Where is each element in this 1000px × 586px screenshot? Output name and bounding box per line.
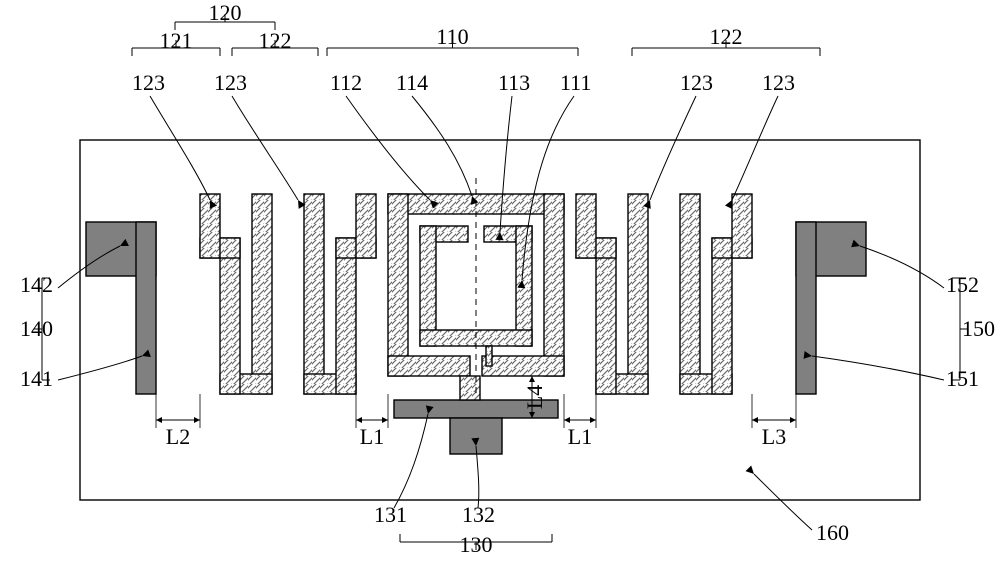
leader-c151	[812, 356, 944, 380]
outer-bot-r	[482, 356, 564, 376]
leader-c112	[346, 96, 430, 200]
diagram-canvas: L1 L1 L2 L3 L4 110 120 121 122 122 140 150 130 123 1…	[0, 0, 1000, 586]
callout-label-c132: 132	[462, 502, 495, 527]
inner-left	[420, 226, 436, 346]
outer-bot-l	[388, 356, 470, 376]
leader-c141	[58, 356, 142, 380]
leg-li	[486, 346, 492, 366]
callout-label-c141: 141	[20, 366, 53, 391]
m2-v1	[304, 194, 324, 394]
bracket-label-b121: 121	[160, 28, 193, 53]
callout-label-c123b: 123	[214, 70, 247, 95]
leader-c123b	[232, 96, 298, 200]
callout-label-c111: 111	[560, 70, 591, 95]
dim-label-L3: L3	[762, 424, 786, 449]
callout-label-c114: 114	[396, 70, 428, 95]
callout-label-c142: 142	[20, 272, 53, 297]
leader-c160	[754, 474, 812, 530]
m2-v2	[336, 238, 356, 394]
m4-v3	[576, 194, 596, 258]
dim-label-L1a: L1	[360, 424, 384, 449]
leader-c131	[394, 414, 428, 508]
m3-v3	[732, 194, 752, 258]
leg-right	[796, 222, 816, 394]
callout-label-c151: 151	[946, 366, 979, 391]
outer-right	[544, 194, 564, 376]
m3-v2	[712, 238, 732, 394]
m1-v2	[220, 238, 240, 394]
m4-v1	[628, 194, 648, 394]
bracket-label-b130: 130	[460, 532, 493, 557]
callout-label-c152: 152	[946, 272, 979, 297]
leader-c152	[860, 246, 944, 288]
m3-v1	[680, 194, 700, 394]
m1-v1	[252, 194, 272, 394]
leader-c132	[476, 446, 479, 508]
bracket-label-b122r: 122	[710, 24, 743, 49]
dim-label-L4: L4	[522, 385, 547, 409]
bracket-label-b140: 140	[20, 316, 53, 341]
dim-label-L1b: L1	[568, 424, 592, 449]
bracket-label-b122l: 122	[259, 28, 292, 53]
leader-c114	[412, 96, 472, 196]
callout-label-c123d: 123	[762, 70, 795, 95]
callout-label-c123a: 123	[132, 70, 165, 95]
callout-label-c160: 160	[816, 520, 849, 545]
callout-label-c112: 112	[330, 70, 362, 95]
leg-lo	[460, 376, 480, 400]
leader-c123d	[732, 96, 778, 200]
leader-c123c	[650, 96, 696, 200]
bracket-label-b150: 150	[962, 316, 995, 341]
bracket-label-b110: 110	[436, 24, 468, 49]
callout-label-c131: 131	[374, 502, 407, 527]
bracket-label-b120: 120	[209, 0, 242, 25]
m2-v3	[356, 194, 376, 258]
leader-c123a	[150, 96, 210, 200]
callout-label-c113: 113	[498, 70, 530, 95]
outer-left	[388, 194, 408, 376]
m4-v2	[596, 238, 616, 394]
leg-left	[136, 222, 156, 394]
dim-label-L2: L2	[166, 424, 190, 449]
callout-label-c123c: 123	[680, 70, 713, 95]
